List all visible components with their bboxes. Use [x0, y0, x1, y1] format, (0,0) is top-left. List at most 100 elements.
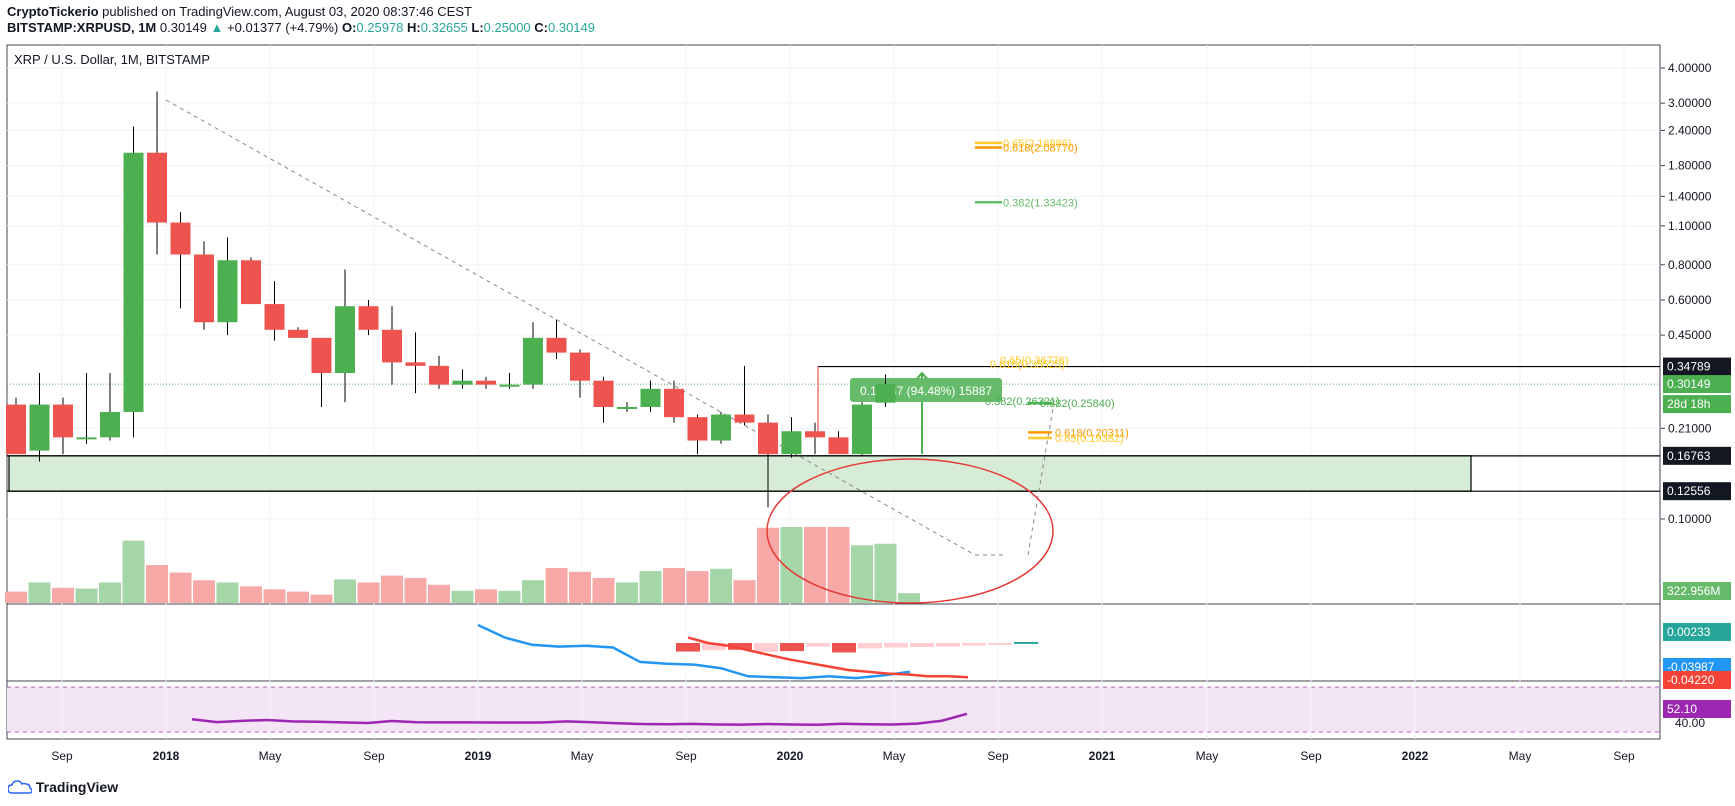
price-tag-bg	[1663, 395, 1731, 414]
y-tick-label: 2.40000	[1668, 123, 1712, 137]
published-text: published on TradingView.com, August 03,…	[102, 4, 472, 19]
candle-body	[405, 362, 426, 366]
fib-label: 0.618(0.20311)	[1055, 427, 1129, 439]
support-zone-rect	[8, 455, 1472, 492]
volume-bar	[898, 593, 920, 603]
volume-bar	[851, 545, 873, 603]
volume-bar	[663, 568, 685, 603]
candle-body	[29, 404, 50, 451]
x-tick-label: May	[571, 749, 594, 763]
candle-body	[100, 411, 120, 438]
candle-body	[311, 337, 332, 374]
price-tag-countdown: 28d 18h	[1667, 397, 1710, 411]
rsi-indicator	[191, 712, 968, 727]
projection-line	[1027, 407, 1054, 556]
volume-bar	[451, 590, 474, 603]
x-tick-label: Sep	[1300, 749, 1322, 763]
candle-body	[382, 329, 402, 363]
fib-label: 0.65(0.19382)	[1055, 433, 1124, 445]
y-tick-label: 1.40000	[1668, 189, 1712, 203]
x-tick-label: Sep	[363, 749, 385, 763]
volume-bar	[193, 580, 215, 603]
macd-histogram-bar	[884, 643, 908, 648]
macd-histogram-bar	[780, 643, 804, 652]
macd-pane[interactable]	[6, 603, 1661, 682]
x-tick-label: May	[883, 749, 906, 763]
volume-bar	[592, 577, 615, 603]
footer-brand: TradingView	[35, 779, 119, 795]
x-tick-label: 2020	[777, 749, 804, 763]
candle-body	[6, 404, 26, 455]
volume-bar	[686, 571, 709, 603]
rsi-tick-label: 40.00	[1675, 716, 1705, 730]
volume-bar	[522, 580, 544, 603]
macd-histogram-bar	[806, 643, 830, 647]
volume-bar	[639, 571, 662, 603]
time-axis[interactable]: Sep 2018 May Sep 2019 May Sep 2020 May Sep 2021 May…	[51, 749, 1635, 763]
candle-body	[499, 384, 520, 387]
candle-body	[335, 306, 355, 374]
price-tag-last: 0.30149	[1667, 377, 1711, 391]
candle-body	[617, 406, 637, 409]
candle-body	[123, 152, 144, 412]
candle-body	[758, 422, 778, 455]
price-pane[interactable]	[6, 44, 1661, 605]
candle-body	[429, 365, 449, 385]
candle-body	[264, 304, 285, 330]
candle-body	[76, 437, 97, 440]
fib-label: 0.382(1.33423)	[1003, 197, 1078, 209]
volume-bar	[733, 580, 756, 603]
fib-label: 0.382(0.25840)	[1040, 398, 1115, 410]
publish-header: CryptoTickerio published on TradingView.…	[7, 4, 472, 19]
close-value: 0.30149	[548, 20, 595, 35]
volume-bar	[52, 587, 74, 603]
tradingview-cloud-icon	[7, 780, 33, 794]
candle-body	[358, 306, 379, 330]
volume-bar	[616, 582, 638, 603]
macd-histogram-bar	[962, 643, 986, 646]
low-label: L:	[471, 20, 484, 35]
y-tick-label: 4.00000	[1668, 61, 1712, 75]
candle-body	[711, 414, 731, 441]
x-tick-label: 2018	[153, 749, 180, 763]
author-name[interactable]: CryptoTickerio	[7, 4, 99, 19]
y-tick-label: 0.80000	[1668, 258, 1712, 272]
macd-histogram-bar	[988, 643, 1012, 645]
chart-legend: XRP / U.S. Dollar, 1M, BITSTAMP	[14, 52, 210, 67]
candle-body	[53, 404, 73, 438]
macd-histogram-bar	[754, 643, 778, 652]
fib-label: 0.65(2.16886)	[1003, 138, 1072, 150]
x-tick-label: Sep	[1613, 749, 1635, 763]
candle-body	[664, 388, 684, 418]
price-tag-zone-top: 0.16763	[1667, 449, 1711, 463]
price-tag-bg	[1663, 671, 1731, 689]
volume-bar	[780, 527, 803, 603]
volume-bar	[146, 565, 168, 603]
volume-bar	[169, 572, 192, 603]
price-tag-macd-signal: -0.04220	[1667, 673, 1715, 687]
price-tag-bg	[1663, 482, 1731, 501]
macd-histogram-bar	[910, 643, 934, 648]
price-tag-bg	[1663, 700, 1731, 718]
volume-bar	[28, 582, 51, 603]
fib-label: 0.65(0.36776)	[1000, 355, 1069, 367]
price-tag-resistance: 0.34789	[1667, 360, 1711, 374]
price-tags: 0.34789 0.30149 28d 18h 0.16763 0.12556 322.9…	[1663, 357, 1731, 718]
price-axis[interactable]: 4.00000 3.00000 2.40000 1.80000 1.40000 1.100…	[1660, 61, 1712, 730]
candle-body	[546, 337, 567, 353]
candle-body	[147, 152, 167, 223]
macd-histogram-bar	[858, 643, 882, 649]
volume-bar	[99, 582, 121, 603]
macd-histogram-bar	[832, 643, 856, 653]
volume-bar	[404, 577, 427, 603]
macd-histogram-bar	[728, 643, 752, 650]
candle-body	[194, 254, 214, 323]
fib-label: 0.382(0.26321)	[985, 396, 1060, 408]
y-tick-label: 1.80000	[1668, 159, 1712, 173]
volume-bar	[545, 568, 568, 603]
price-tag-macd: -0.03987	[1667, 660, 1715, 674]
tradingview-brand[interactable]: TradingView	[7, 779, 119, 795]
candle-body	[476, 380, 496, 385]
price-tag-bg	[1663, 582, 1731, 600]
